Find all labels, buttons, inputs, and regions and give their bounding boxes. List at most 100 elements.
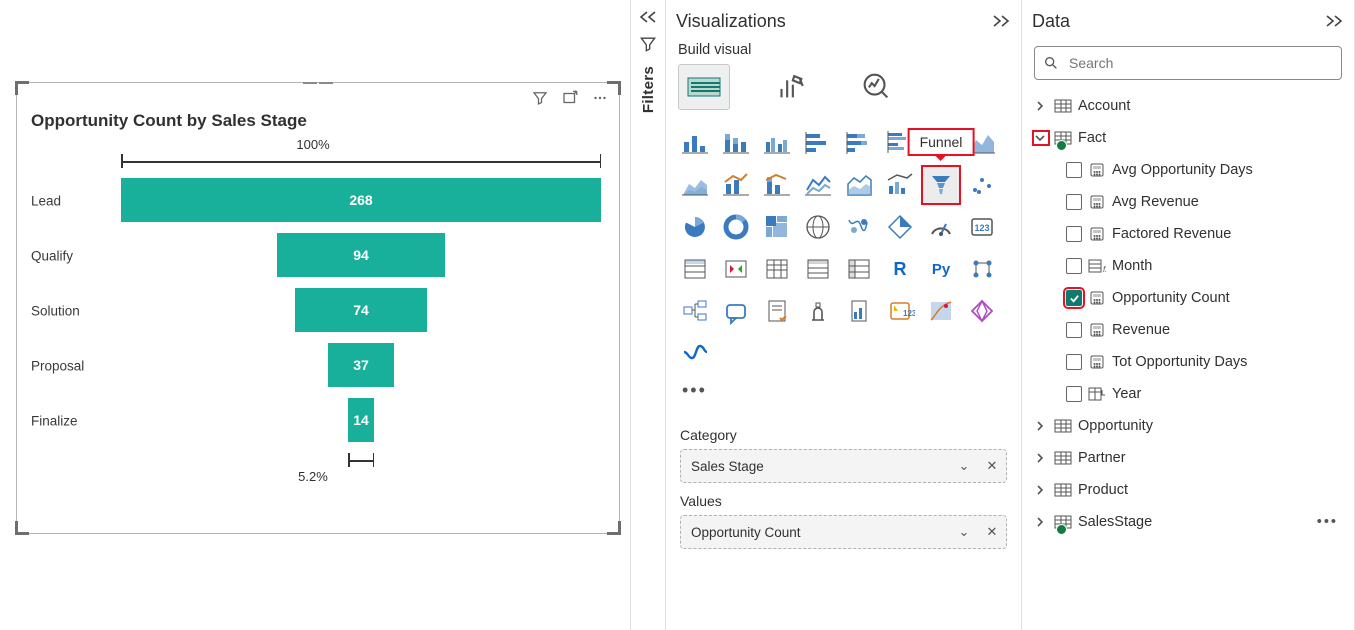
viz-type-item[interactable] [758, 208, 796, 246]
collapse-viz-icon[interactable] [991, 14, 1011, 28]
viz-type-item[interactable] [717, 292, 755, 330]
viz-type-item[interactable] [717, 124, 755, 162]
viz-type-item[interactable] [881, 208, 919, 246]
format-tab[interactable] [764, 64, 816, 110]
resize-handle-br[interactable] [607, 521, 621, 535]
viz-type-item[interactable] [758, 166, 796, 204]
viz-type-item[interactable] [676, 250, 714, 288]
viz-type-item[interactable] [676, 208, 714, 246]
funnel-chart-visual[interactable]: Opportunity Count by Sales Stage 100% Le… [16, 82, 620, 534]
viz-type-item[interactable] [840, 124, 878, 162]
funnel-stage-row[interactable]: Proposal37 [21, 343, 605, 389]
funnel-bar[interactable]: 14 [348, 398, 373, 442]
viz-type-item[interactable] [963, 250, 1001, 288]
table-row[interactable]: SalesStage••• [1028, 506, 1346, 538]
field-checkbox[interactable] [1066, 322, 1082, 338]
funnel-bar[interactable]: 94 [277, 233, 445, 277]
viz-type-item[interactable] [799, 208, 837, 246]
funnel-stage-row[interactable]: Finalize14 [21, 398, 605, 444]
field-row[interactable]: Year [1028, 378, 1346, 410]
field-checkbox[interactable] [1066, 258, 1082, 274]
field-checkbox[interactable] [1066, 162, 1082, 178]
table-row[interactable]: Account [1028, 90, 1346, 122]
caret-icon[interactable] [1034, 452, 1048, 464]
field-checkbox[interactable] [1066, 226, 1082, 242]
viz-type-item[interactable] [717, 208, 755, 246]
build-tab[interactable] [678, 64, 730, 110]
viz-type-item[interactable]: 123 [881, 292, 919, 330]
viz-type-item[interactable] [799, 292, 837, 330]
funnel-bar[interactable]: 74 [295, 288, 428, 332]
field-row[interactable]: Avg Revenue [1028, 186, 1346, 218]
collapse-data-icon[interactable] [1324, 14, 1344, 28]
viz-type-item[interactable]: Funnel [922, 166, 960, 204]
viz-type-item[interactable] [840, 292, 878, 330]
viz-type-item[interactable] [840, 208, 878, 246]
funnel-bar[interactable]: 37 [328, 343, 394, 387]
caret-icon[interactable] [1034, 484, 1048, 496]
viz-type-item[interactable] [840, 166, 878, 204]
viz-type-item[interactable]: Py [922, 250, 960, 288]
filters-pane-collapsed[interactable]: Filters [630, 0, 666, 630]
funnel-stage-row[interactable]: Solution74 [21, 288, 605, 334]
caret-icon[interactable] [1034, 132, 1048, 144]
resize-handle-tr[interactable] [607, 81, 621, 95]
table-row[interactable]: Fact [1028, 122, 1346, 154]
viz-type-item[interactable] [799, 250, 837, 288]
viz-type-item[interactable] [922, 292, 960, 330]
analytics-tab[interactable] [850, 64, 902, 110]
search-box[interactable] [1034, 46, 1342, 80]
table-row[interactable]: Partner [1028, 442, 1346, 474]
funnel-stage-row[interactable]: Lead268 [21, 178, 605, 224]
resize-handle-bl[interactable] [15, 521, 29, 535]
funnel-bar[interactable]: 268 [121, 178, 601, 222]
table-row[interactable]: Opportunity [1028, 410, 1346, 442]
values-well[interactable]: Opportunity Count ⌄ ✕ [680, 515, 1007, 549]
more-visuals[interactable]: ••• [666, 374, 1021, 407]
funnel-stage-row[interactable]: Qualify94 [21, 233, 605, 279]
caret-icon[interactable] [1034, 516, 1048, 528]
viz-type-item[interactable] [963, 292, 1001, 330]
filter-icon[interactable] [531, 89, 549, 107]
field-row[interactable]: Revenue [1028, 314, 1346, 346]
category-remove-icon[interactable]: ✕ [978, 458, 1006, 474]
field-checkbox[interactable] [1066, 386, 1082, 402]
viz-type-item[interactable] [676, 124, 714, 162]
values-remove-icon[interactable]: ✕ [978, 524, 1006, 540]
category-field[interactable]: Sales Stage [681, 459, 950, 474]
field-row[interactable]: Tot Opportunity Days [1028, 346, 1346, 378]
viz-type-item[interactable] [840, 250, 878, 288]
viz-type-item[interactable] [963, 166, 1001, 204]
field-row[interactable]: Factored Revenue [1028, 218, 1346, 250]
row-more-icon[interactable]: ••• [1317, 514, 1346, 530]
expand-filters-icon[interactable] [638, 10, 658, 24]
viz-type-item[interactable] [881, 166, 919, 204]
field-checkbox[interactable] [1066, 354, 1082, 370]
viz-type-item[interactable] [717, 250, 755, 288]
values-field[interactable]: Opportunity Count [681, 525, 950, 540]
table-row[interactable]: Product [1028, 474, 1346, 506]
viz-type-item[interactable] [758, 292, 796, 330]
field-row[interactable]: fxMonth [1028, 250, 1346, 282]
caret-icon[interactable] [1034, 420, 1048, 432]
viz-type-item[interactable] [676, 166, 714, 204]
viz-type-item[interactable] [717, 166, 755, 204]
category-well[interactable]: Sales Stage ⌄ ✕ [680, 449, 1007, 483]
viz-type-item[interactable] [676, 334, 714, 372]
viz-type-item[interactable] [758, 124, 796, 162]
field-row[interactable]: Opportunity Count [1028, 282, 1346, 314]
values-dropdown-icon[interactable]: ⌄ [950, 524, 978, 540]
viz-type-item[interactable]: R [881, 250, 919, 288]
viz-type-item[interactable] [799, 166, 837, 204]
category-dropdown-icon[interactable]: ⌄ [950, 458, 978, 474]
viz-type-item[interactable] [799, 124, 837, 162]
drag-handle[interactable] [303, 82, 333, 84]
focus-mode-icon[interactable] [561, 89, 579, 107]
viz-type-item[interactable] [676, 292, 714, 330]
caret-icon[interactable] [1034, 100, 1048, 112]
viz-type-item[interactable] [922, 208, 960, 246]
field-checkbox[interactable] [1066, 194, 1082, 210]
viz-type-item[interactable] [758, 250, 796, 288]
resize-handle-tl[interactable] [15, 81, 29, 95]
field-checkbox[interactable] [1066, 290, 1082, 306]
